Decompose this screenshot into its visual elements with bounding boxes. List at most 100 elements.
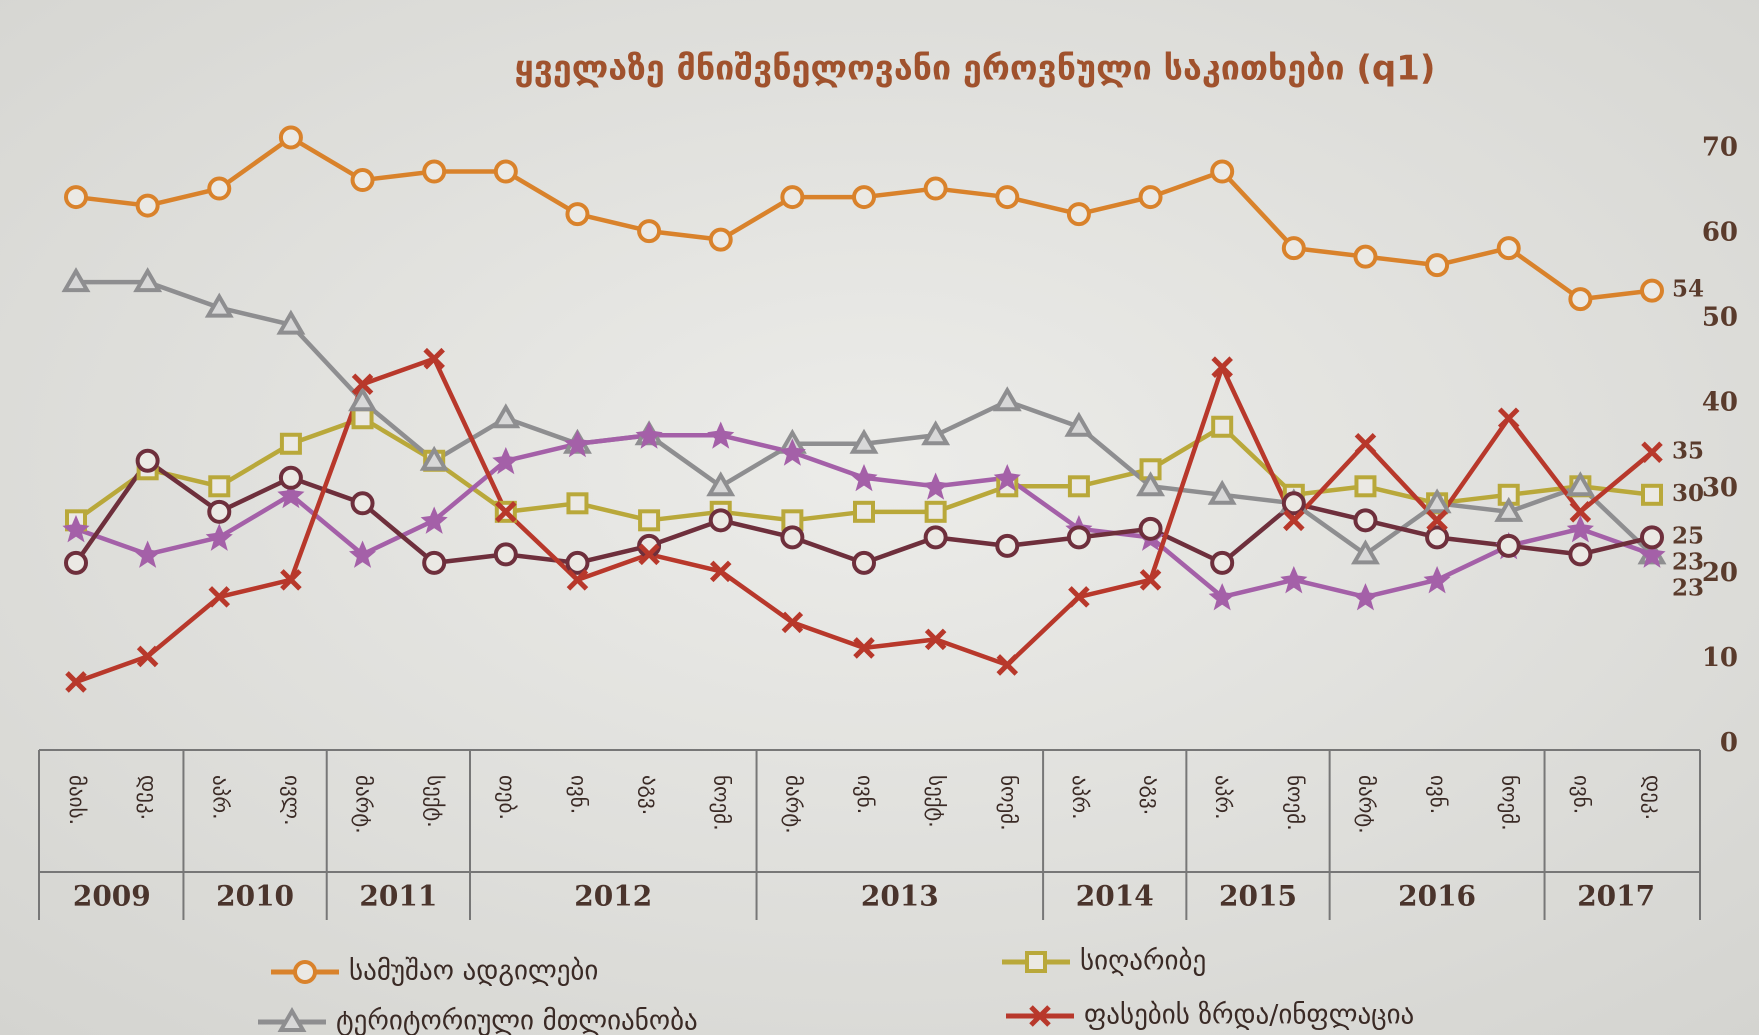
x-tick-label: სექტ. — [925, 775, 949, 828]
x-tick-label: დეკ. — [137, 775, 161, 820]
point — [492, 446, 520, 475]
point — [1139, 569, 1162, 591]
point — [208, 475, 231, 498]
year-label: 2014 — [1076, 880, 1154, 913]
point — [350, 168, 375, 193]
point — [635, 421, 663, 449]
x-tick-label: ივნ. — [566, 775, 590, 814]
point — [565, 550, 590, 575]
x-tick-label: ივნ. — [853, 775, 877, 814]
point — [1281, 491, 1306, 516]
point — [1640, 278, 1664, 303]
y-tick-label: 50 — [1702, 303, 1738, 333]
point — [1496, 533, 1521, 558]
point — [924, 500, 947, 523]
point — [566, 492, 589, 515]
point — [706, 471, 736, 497]
point — [1494, 496, 1524, 522]
y-tick-label: 0 — [1720, 728, 1738, 758]
point — [64, 185, 88, 210]
point — [348, 386, 378, 412]
point — [853, 637, 875, 659]
x-tick-label: მარტ. — [1354, 775, 1378, 834]
point — [1210, 550, 1235, 575]
point — [924, 628, 947, 651]
point — [1496, 236, 1521, 261]
point — [1353, 508, 1378, 533]
point — [1425, 525, 1450, 550]
point — [1641, 441, 1663, 464]
point — [135, 193, 160, 218]
point — [1497, 407, 1520, 430]
point — [708, 508, 733, 533]
legend-marker — [277, 1007, 307, 1032]
point — [565, 202, 590, 227]
point — [922, 472, 950, 500]
point — [276, 309, 306, 335]
legend-marker — [1025, 951, 1047, 973]
point — [921, 420, 951, 446]
point — [850, 463, 878, 492]
point — [1566, 515, 1594, 543]
value-label: 23 — [1672, 574, 1704, 601]
point — [205, 523, 233, 551]
point — [65, 671, 87, 693]
point — [493, 542, 518, 567]
point — [277, 480, 305, 509]
year-label: 2012 — [574, 880, 652, 913]
x-tick-label: ივლ. — [280, 775, 304, 826]
point — [1565, 471, 1595, 497]
year-label: 2016 — [1398, 880, 1476, 913]
point — [61, 267, 91, 293]
point — [207, 499, 232, 524]
point — [707, 421, 735, 449]
x-tick-label: ივნ. — [1569, 775, 1593, 814]
point — [1568, 287, 1593, 312]
point — [1066, 525, 1091, 550]
legend-marker — [1029, 1005, 1051, 1027]
legend-label: ფასების ზრდა/ინფლაცია — [1084, 1000, 1414, 1031]
point — [278, 125, 303, 150]
x-tick-label: დეკ. — [1641, 775, 1665, 820]
x-tick-label: სექტ. — [423, 775, 447, 828]
y-tick-label: 30 — [1702, 473, 1738, 503]
point — [778, 438, 806, 466]
year-label: 2015 — [1219, 880, 1297, 913]
point — [1638, 540, 1666, 568]
point — [1568, 542, 1593, 567]
point — [422, 159, 447, 184]
y-tick-label: 20 — [1702, 558, 1738, 588]
point — [923, 525, 948, 550]
point — [133, 267, 163, 293]
x-tick-label: ნოემ. — [1283, 775, 1307, 831]
point — [923, 176, 948, 201]
value-label: 54 — [1672, 276, 1704, 303]
point — [1138, 185, 1163, 210]
x-tick-label: აპრ. — [208, 775, 232, 820]
point — [1280, 566, 1308, 594]
point — [1283, 509, 1305, 532]
point — [992, 386, 1022, 412]
point — [1211, 356, 1233, 378]
point — [280, 569, 302, 591]
point — [134, 540, 162, 568]
point — [495, 501, 517, 523]
point — [278, 465, 303, 490]
point — [1351, 583, 1380, 611]
value-label: 23 — [1672, 548, 1704, 575]
point — [563, 429, 592, 458]
point — [1067, 475, 1090, 498]
point — [638, 543, 660, 566]
point — [1640, 525, 1664, 550]
point — [351, 407, 374, 430]
point — [1136, 471, 1166, 497]
x-tick-label: აპრ. — [1068, 775, 1092, 820]
legend-label: სიღარიბე — [1080, 946, 1206, 977]
point — [1068, 586, 1090, 608]
value-label: 25 — [1672, 522, 1704, 549]
point — [351, 373, 374, 395]
year-label: 2011 — [359, 880, 437, 913]
point — [995, 533, 1020, 558]
point — [493, 159, 518, 184]
